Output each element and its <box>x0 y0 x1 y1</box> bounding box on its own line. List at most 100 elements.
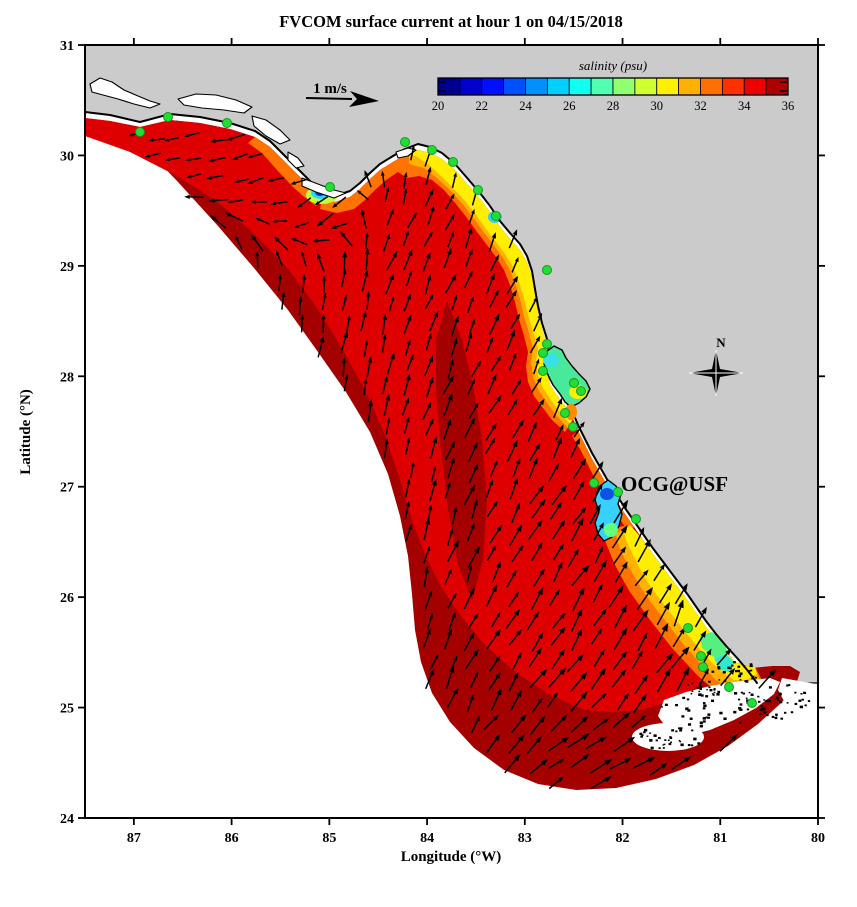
current-arrow <box>549 593 558 606</box>
island-speckle <box>807 700 811 702</box>
island-speckle <box>779 700 783 704</box>
current-arrow <box>340 337 347 353</box>
current-arrow-head <box>641 674 648 682</box>
station-marker <box>325 182 335 192</box>
island-speckle <box>702 717 706 720</box>
island-speckle <box>780 717 784 720</box>
current-arrow <box>450 343 456 358</box>
island-speckle <box>734 692 738 695</box>
current-arrow <box>169 157 181 161</box>
current-arrow <box>466 569 472 583</box>
current-arrow-head <box>312 238 318 243</box>
island-speckle <box>787 684 791 687</box>
current-arrow <box>386 358 393 375</box>
current-arrow <box>507 403 516 416</box>
map-shape-41 <box>604 523 618 537</box>
current-arrow <box>467 552 477 568</box>
current-arrow <box>671 759 686 770</box>
current-arrow-head <box>468 270 473 277</box>
current-arrow-head <box>489 336 494 343</box>
current-arrow <box>531 701 541 713</box>
current-arrow <box>404 506 409 520</box>
current-arrow-head <box>559 626 566 634</box>
current-arrow <box>485 590 495 607</box>
current-arrow <box>214 218 227 229</box>
island-speckle <box>711 670 715 673</box>
island-speckle <box>778 692 782 696</box>
current-arrow-head <box>512 352 517 359</box>
current-arrow-head <box>641 609 649 618</box>
current-arrow <box>231 133 246 140</box>
current-arrow-head <box>367 399 374 407</box>
current-arrow <box>384 191 389 203</box>
current-arrow-head <box>208 198 215 203</box>
current-arrow-head <box>472 442 478 449</box>
current-arrow-head <box>429 613 433 619</box>
current-arrow <box>190 173 202 178</box>
colorbar-segment <box>743 77 767 96</box>
island-speckle <box>713 691 716 694</box>
current-arrow <box>302 279 305 293</box>
current-arrow-head <box>449 527 454 534</box>
current-arrow-head <box>468 565 473 571</box>
current-arrow <box>342 363 345 377</box>
current-arrow-head <box>599 649 605 656</box>
current-arrow-head <box>599 736 607 743</box>
current-arrow <box>511 261 518 273</box>
current-arrow <box>444 572 451 585</box>
island-speckle <box>751 677 754 680</box>
current-arrow-head <box>540 668 548 677</box>
current-arrow-head <box>332 203 338 208</box>
current-arrow-head <box>620 524 628 534</box>
island-speckle <box>717 690 721 694</box>
current-arrow <box>505 614 517 629</box>
current-arrow-head <box>558 758 565 764</box>
current-arrow-head <box>493 459 498 466</box>
island-speckle <box>738 698 741 701</box>
current-arrow <box>567 553 577 567</box>
island-speckle <box>687 684 689 686</box>
current-arrow-head <box>343 294 348 300</box>
current-arrow-head <box>452 337 458 345</box>
island-speckle <box>748 691 751 694</box>
current-arrow <box>466 527 474 542</box>
current-arrow <box>423 633 430 648</box>
current-arrow <box>529 490 541 505</box>
current-arrow <box>511 549 521 562</box>
current-arrow-head <box>342 268 347 275</box>
current-arrow <box>530 593 541 611</box>
current-arrow-head <box>661 622 669 632</box>
current-arrow-head <box>301 251 305 257</box>
current-arrow <box>365 254 369 271</box>
current-arrow-head <box>363 378 368 384</box>
watermark: OCG@USF <box>621 472 728 496</box>
colorbar-segment <box>546 77 570 96</box>
current-arrow <box>386 256 395 271</box>
current-arrow-head <box>471 208 475 215</box>
current-arrow <box>489 294 497 308</box>
current-arrow <box>468 406 477 419</box>
current-arrow <box>463 637 472 652</box>
current-arrow <box>251 152 263 158</box>
island-speckle <box>801 698 804 701</box>
x-tick-label: 85 <box>322 831 336 846</box>
colorbar-tick-label: 28 <box>607 99 620 113</box>
island-speckle <box>750 669 753 672</box>
current-arrow-head <box>573 548 579 556</box>
current-arrow-head <box>496 560 501 569</box>
island-speckle <box>739 679 742 681</box>
current-arrow-head <box>403 171 408 178</box>
island-speckle <box>786 702 789 704</box>
current-arrow-head <box>226 136 233 141</box>
current-arrow <box>442 380 452 395</box>
current-arrow-head <box>494 628 501 637</box>
current-arrow <box>361 275 367 292</box>
current-arrow-head <box>664 668 671 677</box>
current-arrow <box>592 488 601 503</box>
current-arrow <box>548 760 561 769</box>
current-arrow <box>614 567 625 583</box>
current-arrow-head <box>495 672 501 679</box>
compass-label: N <box>716 335 726 350</box>
current-arrow-head <box>488 479 494 486</box>
